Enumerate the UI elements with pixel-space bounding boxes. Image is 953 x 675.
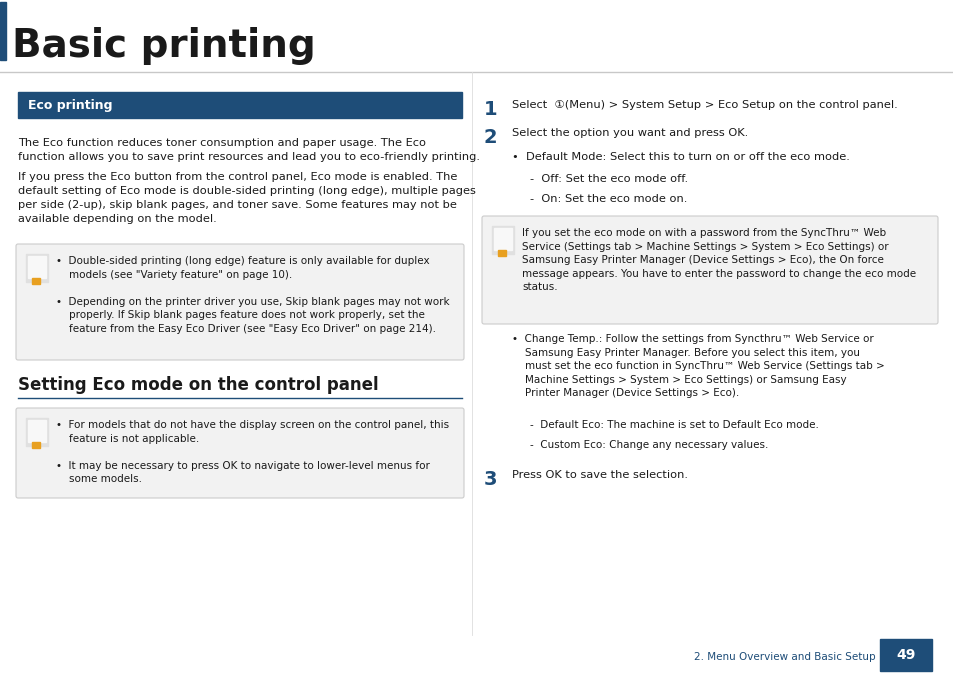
Text: Basic printing: Basic printing [12,27,315,65]
Bar [32,278,40,284]
Bar [28,420,46,442]
Text: 1: 1 [483,100,497,119]
Text: 2. Menu Overview and Basic Setup: 2. Menu Overview and Basic Setup [694,652,875,662]
Text: -  On: Set the eco mode on.: - On: Set the eco mode on. [530,194,687,204]
FancyBboxPatch shape [16,244,463,360]
Bar [497,250,505,256]
Text: If you set the eco mode on with a password from the SyncThru™ Web
Service (Setti: If you set the eco mode on with a passwo… [521,228,915,292]
Text: •  Change Temp.: Follow the settings from Syncthru™ Web Service or
    Samsung E: • Change Temp.: Follow the settings from… [512,334,883,398]
Bar [494,228,512,250]
Bar [0,2,6,60]
Text: The Eco function reduces toner consumption and paper usage. The Eco
function all: The Eco function reduces toner consumpti… [18,138,479,162]
Text: 3: 3 [483,470,497,489]
Text: •  Default Mode: Select this to turn on or off the eco mode.: • Default Mode: Select this to turn on o… [512,152,849,162]
Text: -  Custom Eco: Change any necessary values.: - Custom Eco: Change any necessary value… [530,440,767,450]
Text: •  For models that do not have the display screen on the control panel, this
   : • For models that do not have the displa… [56,420,449,485]
Bar [28,256,46,278]
Bar [32,442,40,448]
Bar [26,254,48,282]
Text: Setting Eco mode on the control panel: Setting Eco mode on the control panel [18,376,378,394]
Text: 2: 2 [483,128,497,147]
Text: If you press the Eco button from the control panel, Eco mode is enabled. The
def: If you press the Eco button from the con… [18,172,476,224]
Bar [879,639,931,671]
Text: Select the option you want and press OK.: Select the option you want and press OK. [512,128,747,138]
FancyBboxPatch shape [481,216,937,324]
Bar [492,226,514,254]
Bar [26,418,48,446]
Text: •  Double-sided printing (long edge) feature is only available for duplex
    mo: • Double-sided printing (long edge) feat… [56,256,449,334]
Text: Eco printing: Eco printing [28,99,112,111]
Text: -  Off: Set the eco mode off.: - Off: Set the eco mode off. [530,174,687,184]
Text: Select  ①(Menu) > System Setup > Eco Setup on the control panel.: Select ①(Menu) > System Setup > Eco Setu… [512,100,897,110]
Bar [18,92,461,118]
FancyBboxPatch shape [16,408,463,498]
Text: -  Default Eco: The machine is set to Default Eco mode.: - Default Eco: The machine is set to Def… [530,420,818,430]
Text: Press OK to save the selection.: Press OK to save the selection. [512,470,687,480]
Text: 49: 49 [896,648,915,662]
